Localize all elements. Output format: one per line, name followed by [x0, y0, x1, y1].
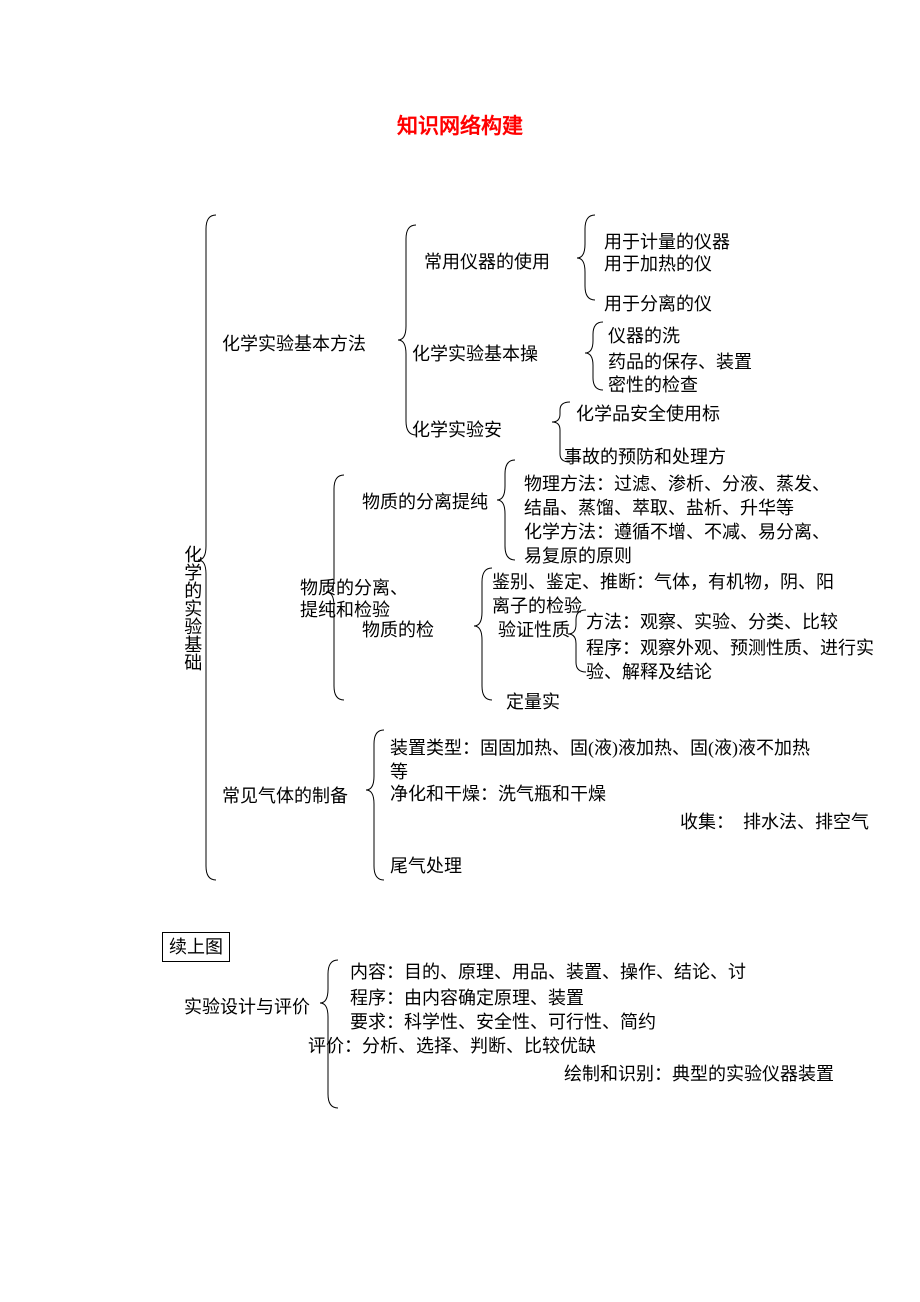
brace-3 — [585, 322, 603, 390]
brace-6 — [326, 475, 344, 700]
brace-7 — [474, 568, 492, 700]
braces-layer — [0, 0, 920, 1302]
brace-4 — [552, 402, 570, 462]
brace-2 — [577, 215, 595, 300]
brace-1 — [398, 225, 416, 435]
brace-5 — [497, 460, 515, 560]
brace-10 — [320, 960, 338, 1108]
brace-0 — [198, 215, 216, 880]
brace-8 — [568, 610, 586, 672]
brace-9 — [366, 730, 384, 880]
